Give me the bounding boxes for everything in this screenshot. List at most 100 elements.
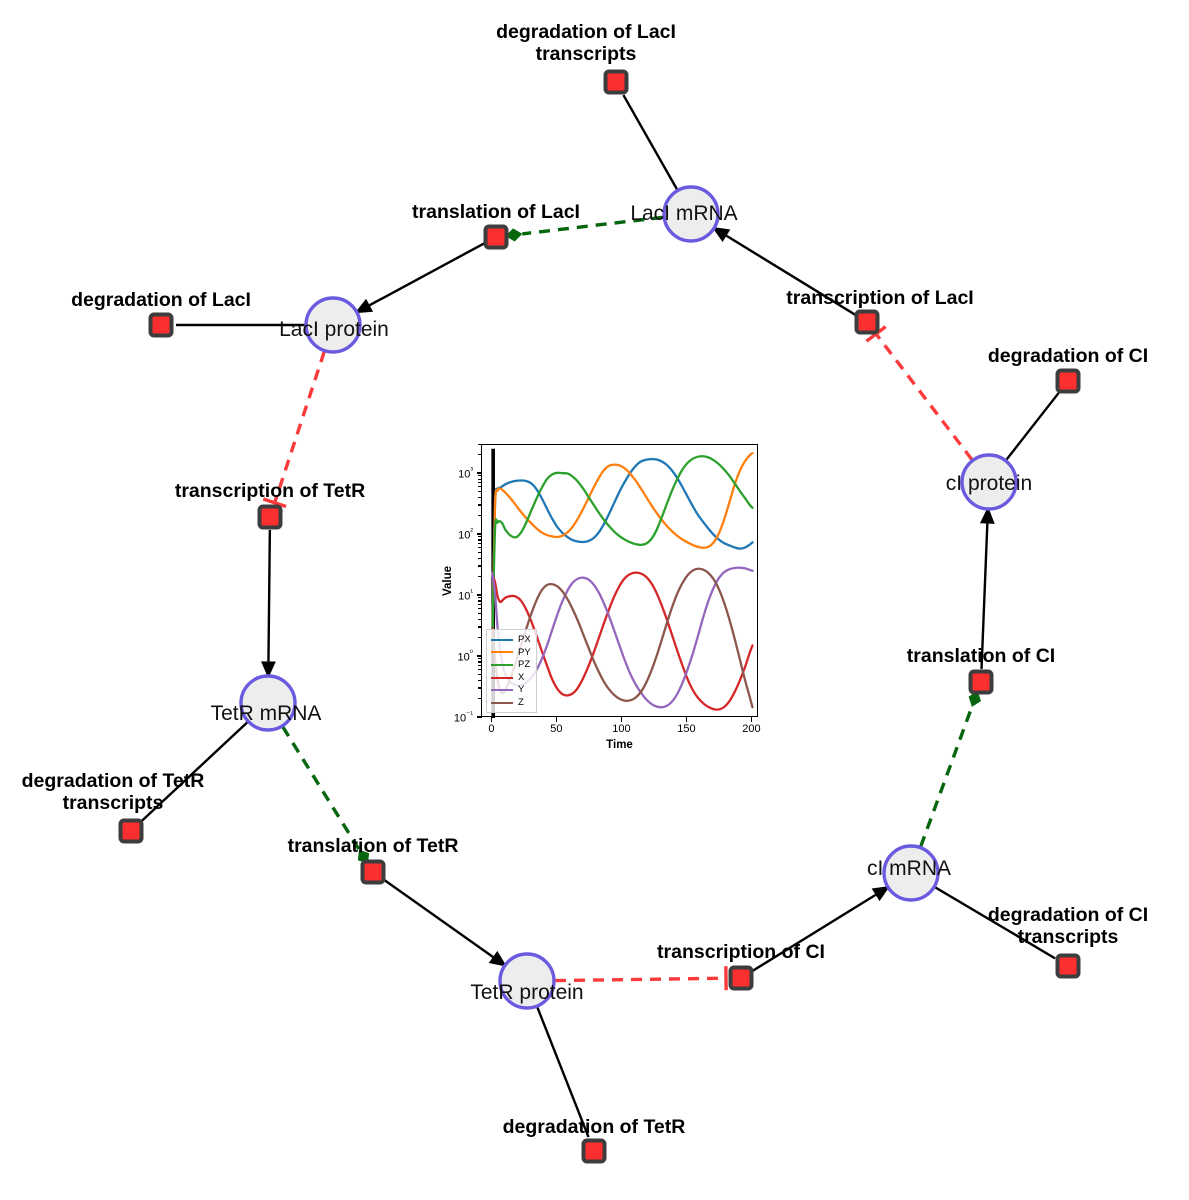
reaction-label-translation_of_lacI: translation of LacI bbox=[412, 201, 580, 224]
reaction-label-deg_lacI_transcripts: degradation of LacI transcripts bbox=[496, 21, 676, 65]
species-node-cI_mRNA[interactable] bbox=[882, 844, 940, 902]
edge-line bbox=[536, 1006, 590, 1138]
edge-product bbox=[354, 242, 486, 314]
reaction-label-deg_lacI: degradation of LacI bbox=[71, 289, 251, 312]
edge-line bbox=[273, 351, 326, 504]
y-tick-label: 10⁰ bbox=[457, 648, 473, 664]
node-group bbox=[118, 69, 1081, 1164]
reaction-label-deg_tetR_transcripts: degradation of TetR transcripts bbox=[21, 770, 205, 814]
y-minor-tickmark bbox=[478, 475, 482, 477]
y-minor-tickmark bbox=[478, 482, 482, 484]
arrowhead bbox=[354, 298, 374, 314]
reaction-node-deg_lacI_transcripts[interactable] bbox=[603, 69, 629, 95]
x-tick-label: 100 bbox=[612, 723, 631, 735]
reaction-node-translation_of_cI[interactable] bbox=[968, 669, 994, 695]
reaction-node-translation_of_lacI[interactable] bbox=[483, 224, 509, 250]
legend-item-X: X bbox=[491, 671, 531, 684]
legend-item-Z: Z bbox=[491, 696, 531, 709]
series-X bbox=[491, 571, 754, 711]
reaction-node-deg_tetR_transcripts[interactable] bbox=[118, 818, 144, 844]
species-node-tetR_mRNA[interactable] bbox=[239, 674, 297, 732]
edge-line bbox=[281, 725, 361, 851]
reaction-node-deg_tetR[interactable] bbox=[581, 1138, 607, 1164]
y-tick-label: 10³ bbox=[458, 465, 473, 481]
y-minor-tickmark bbox=[478, 547, 482, 549]
reaction-label-deg_cI_transcripts: degradation of CI transcripts bbox=[987, 904, 1149, 948]
edge-modifier bbox=[505, 215, 664, 242]
x-tick-label: 150 bbox=[677, 723, 696, 735]
series-PX bbox=[491, 457, 754, 638]
reaction-node-translation_of_tetR[interactable] bbox=[360, 859, 386, 885]
legend-swatch-X bbox=[491, 676, 513, 679]
y-minor-tickmark bbox=[478, 661, 482, 663]
reaction-node-transcription_of_tetR[interactable] bbox=[257, 504, 283, 530]
y-minor-tickmark bbox=[478, 597, 482, 599]
reaction-node-transcription_of_lacI[interactable] bbox=[854, 309, 880, 335]
y-minor-tickmark bbox=[478, 679, 482, 681]
y-tickmark bbox=[477, 594, 482, 596]
y-minor-tickmark bbox=[478, 551, 482, 554]
y-minor-tickmark bbox=[478, 626, 482, 628]
y-minor-tickmark bbox=[478, 490, 482, 493]
edge-line bbox=[1005, 392, 1060, 461]
reaction-node-deg_lacI[interactable] bbox=[148, 312, 174, 338]
edge-line bbox=[980, 523, 989, 670]
y-tickmark bbox=[477, 716, 482, 718]
edge-line bbox=[522, 215, 664, 236]
edge-line bbox=[369, 242, 486, 307]
edge-line bbox=[725, 234, 857, 317]
reaction-label-transcription_of_lacI: transcription of LacI bbox=[786, 287, 974, 310]
y-minor-tickmark bbox=[478, 536, 482, 538]
edge-line bbox=[141, 721, 249, 822]
legend-label-Y: Y bbox=[518, 684, 525, 696]
edge-product bbox=[382, 878, 507, 967]
x-tickmark bbox=[490, 717, 493, 722]
edge-inhibitor bbox=[865, 325, 974, 461]
y-minor-tickmark bbox=[478, 669, 482, 671]
x-tickmark bbox=[750, 717, 753, 722]
legend-item-PX: PX bbox=[491, 633, 531, 646]
edge-product bbox=[711, 226, 857, 317]
reaction-node-transcription_of_cI[interactable] bbox=[728, 965, 754, 991]
reaction-node-deg_cI_transcripts[interactable] bbox=[1055, 953, 1081, 979]
edge-line bbox=[751, 893, 877, 973]
edge-line bbox=[267, 529, 272, 662]
edge-product bbox=[979, 506, 995, 670]
edge-reactant bbox=[622, 94, 679, 191]
y-minor-tickmark bbox=[478, 698, 482, 700]
arrowhead bbox=[979, 506, 995, 524]
reaction-node-deg_cI[interactable] bbox=[1055, 368, 1081, 394]
edge-line bbox=[874, 332, 974, 461]
edge-product bbox=[751, 885, 891, 973]
reaction-label-deg_cI: degradation of CI bbox=[987, 345, 1149, 368]
legend-label-PZ: PZ bbox=[518, 659, 531, 671]
species-node-lacI_mRNA[interactable] bbox=[662, 185, 720, 243]
y-minor-tickmark bbox=[478, 539, 482, 541]
y-minor-tickmark bbox=[478, 618, 482, 620]
species-node-lacI_protein[interactable] bbox=[304, 296, 362, 354]
edge-line bbox=[382, 878, 494, 958]
species-node-tetR_protein[interactable] bbox=[498, 952, 556, 1010]
y-minor-tickmark bbox=[478, 673, 482, 675]
y-minor-tickmark bbox=[478, 576, 482, 578]
legend-item-PZ: PZ bbox=[491, 659, 531, 672]
edge-reactant bbox=[141, 721, 249, 822]
arrowhead bbox=[488, 950, 507, 967]
y-minor-tickmark bbox=[478, 454, 482, 456]
plot-area: PX PY PZ X Y Z bbox=[481, 444, 758, 718]
y-tick-label: 10⁻¹ bbox=[453, 709, 473, 725]
legend-label-PY: PY bbox=[518, 646, 531, 658]
species-label-tetR_mRNA: TetR mRNA bbox=[210, 702, 322, 725]
inhibition-tbar bbox=[262, 497, 287, 509]
edge-group bbox=[141, 94, 1060, 1138]
x-axis-title: Time bbox=[606, 739, 633, 751]
y-axis-title: Value bbox=[442, 565, 454, 596]
inset-timecourse-figure: PX PY PZ X Y Z 10⁻¹ 10⁰ 10¹ 10² 10³ 0 50 100 150 200 T… bbox=[438, 435, 768, 751]
y-minor-tickmark bbox=[478, 565, 482, 567]
y-minor-tickmark bbox=[478, 608, 482, 610]
species-node-cI_protein[interactable] bbox=[960, 453, 1018, 511]
edge-reactant bbox=[1005, 392, 1060, 461]
arrowhead bbox=[711, 226, 731, 243]
